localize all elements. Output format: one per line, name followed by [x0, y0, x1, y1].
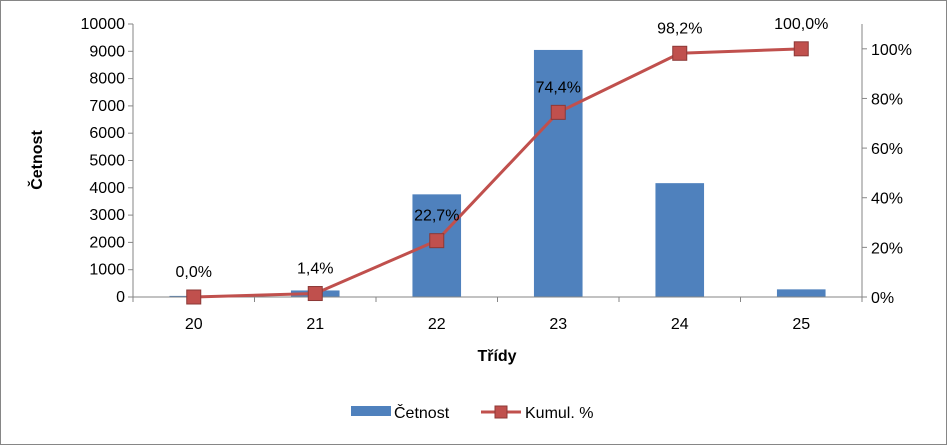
legend: Četnost Kumul. %	[351, 403, 593, 422]
bar-25	[776, 289, 826, 297]
y-tick-label: 10000	[81, 16, 126, 33]
kumul-line	[193, 47, 802, 299]
y-tick-label: 6000	[89, 125, 125, 142]
y-axis-title: Četnost	[27, 130, 46, 190]
bars-layer	[169, 49, 826, 298]
legend-bar-swatch	[351, 406, 391, 416]
x-tick-label: 25	[792, 316, 810, 333]
y2-tick-label: 80%	[871, 91, 903, 108]
x-axis-title: Třídy	[477, 348, 516, 365]
line-layer	[186, 41, 809, 305]
bar-24	[655, 183, 705, 297]
y-tick-label: 5000	[89, 153, 125, 170]
y-tick-label: 1000	[89, 262, 125, 279]
axes-layer: 0 1000 2000 3000 4000 5000 6000 7000 8000 9000 100…	[81, 16, 912, 333]
legend-line-label: Kumul. %	[525, 405, 593, 422]
bar-23	[533, 49, 583, 298]
kumul-marker-20	[186, 289, 202, 305]
y-tick-label: 0	[116, 289, 125, 306]
kumul-data-label: 98,2%	[657, 20, 702, 37]
x-tick-label: 24	[671, 316, 689, 333]
x-tick-label: 20	[185, 316, 203, 333]
y-tick-label: 3000	[89, 207, 125, 224]
y-tick-label: 4000	[89, 180, 125, 197]
legend-line-marker	[494, 405, 508, 419]
kumul-marker-25	[793, 41, 809, 57]
kumul-data-label: 74,4%	[536, 79, 581, 96]
x-tick-label: 21	[306, 316, 324, 333]
kumul-data-label: 1,4%	[297, 261, 333, 278]
y2-tick-label: 0%	[871, 290, 894, 307]
y2-tick-label: 20%	[871, 240, 903, 257]
x-tick-label: 23	[549, 316, 567, 333]
x-tick-label: 22	[428, 316, 446, 333]
y2-tick-label: 40%	[871, 191, 903, 208]
kumul-marker-23	[550, 104, 566, 120]
y-tick-label: 9000	[89, 43, 125, 60]
legend-bar-label: Četnost	[394, 403, 450, 422]
y-tick-label: 2000	[89, 234, 125, 251]
kumul-data-label: 100,0%	[774, 16, 828, 33]
y2-tick-label: 100%	[871, 42, 912, 59]
labels-layer: 0,0% 1,4% 22,7% 74,4% 98,2% 100,0%	[176, 16, 829, 281]
y-tick-label: 8000	[89, 71, 125, 88]
kumul-marker-24	[672, 45, 688, 61]
kumul-data-label: 22,7%	[414, 208, 459, 225]
y-tick-label: 7000	[89, 98, 125, 115]
y2-tick-label: 60%	[871, 141, 903, 158]
kumul-data-label: 0,0%	[176, 264, 212, 281]
kumul-marker-21	[307, 286, 323, 302]
kumul-marker-22	[429, 233, 445, 249]
